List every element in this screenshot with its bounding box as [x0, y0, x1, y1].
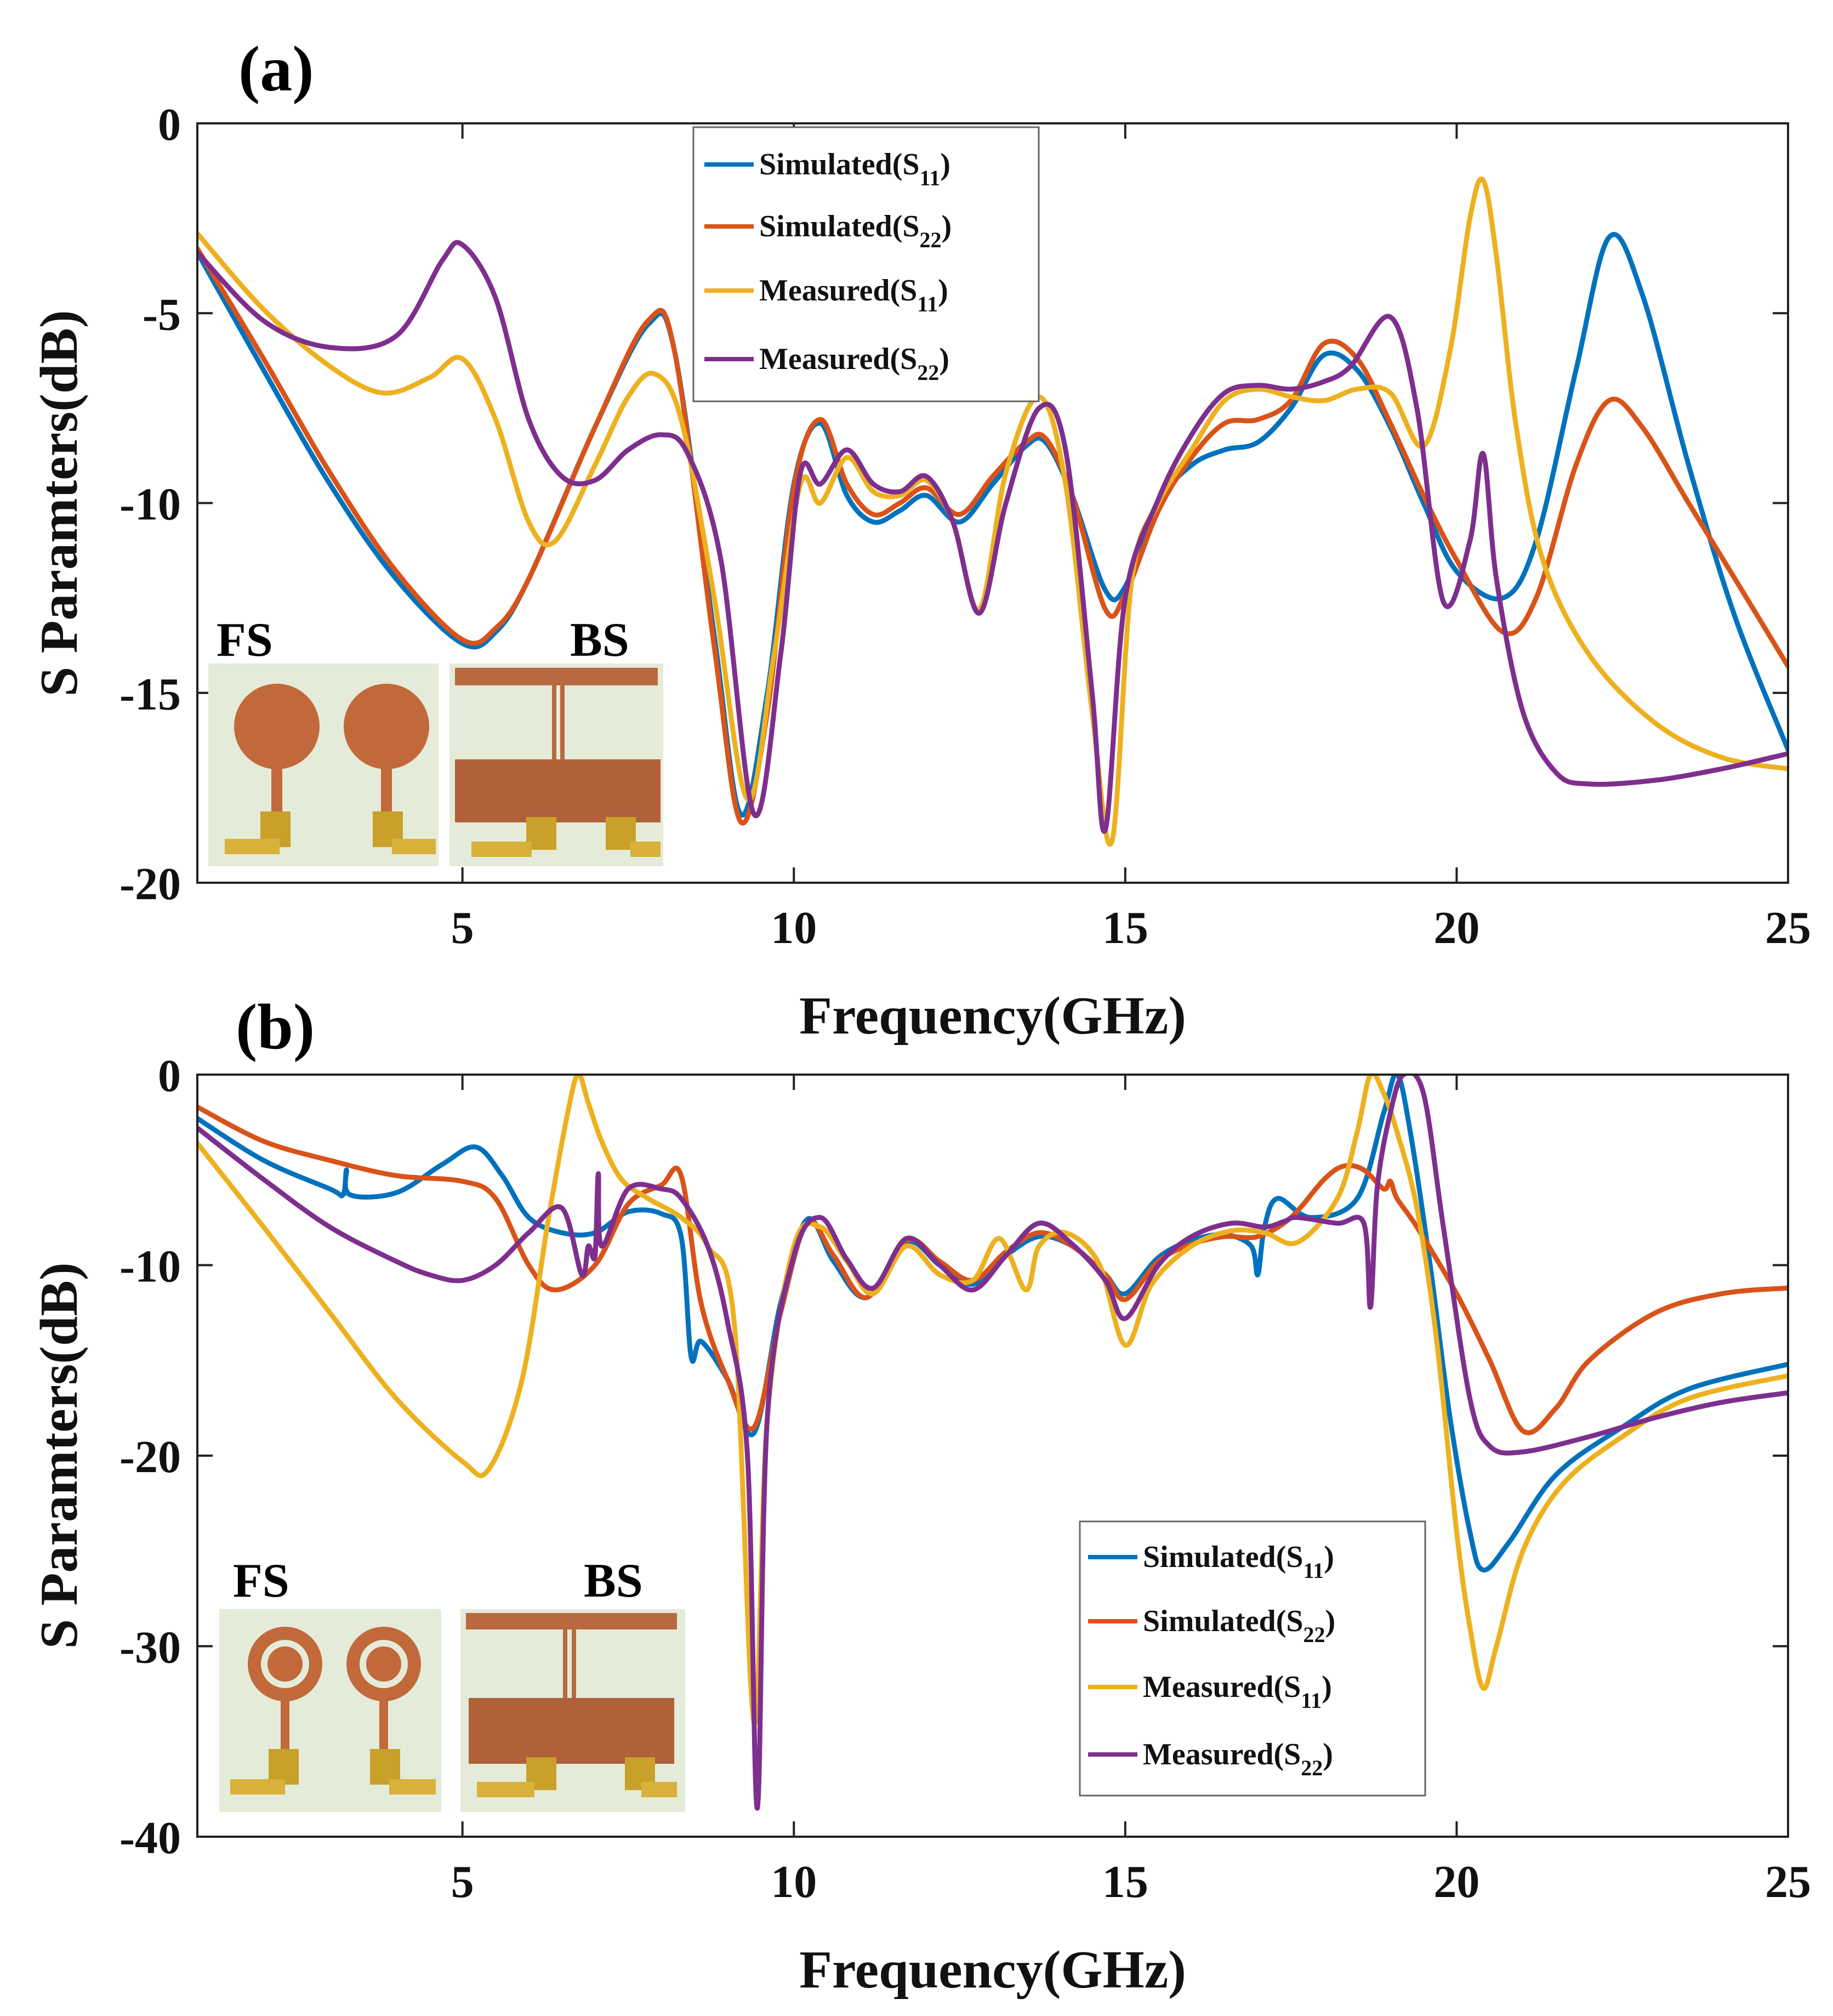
x-tick-label: 10: [771, 1856, 817, 1907]
y-tick-label: 0: [158, 99, 181, 150]
panel-b-inset-back-side-photo: BS: [460, 1554, 685, 1812]
legend-label-sub: 11: [1303, 1558, 1324, 1583]
panel-b-ylabel: S Paramters(dB): [30, 1263, 89, 1649]
legend-label: Simulated: [1143, 1604, 1276, 1638]
y-tick-label: -40: [119, 1813, 181, 1864]
legend-entry: Simulated(S22): [1088, 1604, 1335, 1647]
x-tick-label: 20: [1433, 902, 1479, 953]
legend-entry: Measured(S11): [1088, 1670, 1332, 1713]
legend-entry: Measured(S22): [704, 342, 949, 385]
legend-label: Measured: [1143, 1670, 1274, 1704]
legend-label: Simulated: [1143, 1540, 1276, 1574]
panel-a-xlabel: Frequency(GHz): [799, 986, 1186, 1046]
legend-label-sub: 11: [920, 166, 941, 190]
y-tick-label: -30: [119, 1622, 181, 1673]
x-tick-label: 5: [451, 1856, 474, 1907]
legend-label: Simulated: [759, 209, 892, 243]
x-tick-label: 25: [1765, 1856, 1811, 1907]
panel-a-inset-label-bs: BS: [570, 614, 629, 667]
legend-box: [1079, 1520, 1426, 1797]
legend-label-sub: 22: [1303, 1622, 1325, 1647]
svg-text:Simulated(S11): Simulated(S11): [1143, 1540, 1334, 1583]
svg-text:Measured(S11): Measured(S11): [1143, 1670, 1332, 1713]
x-tick-label: 10: [771, 902, 817, 953]
legend-label: Measured: [759, 274, 890, 308]
panel-a-inset-label-fs: FS: [217, 614, 273, 667]
svg-text:Measured(S22): Measured(S22): [759, 342, 949, 385]
panel-a-title: (a): [238, 33, 314, 105]
legend-label-sub: 22: [917, 360, 939, 385]
panel-b-legend: Simulated(S11) Simulated(S22) Measured(S…: [1079, 1520, 1426, 1797]
panel-b-xlabel: Frequency(GHz): [799, 1940, 1186, 2000]
svg-text:Simulated(S22): Simulated(S22): [1143, 1604, 1335, 1647]
series-line-measured-s11: [197, 177, 1788, 847]
legend-box: [692, 126, 1040, 402]
legend-label-sub: 11: [1301, 1688, 1322, 1713]
series-line-simulated-s22: [197, 246, 1788, 826]
panel-b-inset-front-side-photo: FS: [219, 1554, 441, 1812]
panel-a-ylabel: S Paramters(dB): [30, 310, 89, 697]
x-tick-label: 15: [1102, 1856, 1148, 1907]
y-tick-label: 0: [158, 1050, 181, 1101]
x-tick-label: 25: [1765, 902, 1811, 953]
legend-label-sub: 22: [920, 228, 942, 252]
panel-a: (a) 5 10 15 20 25 0 -5 -10 -15 -20 Frequency(GHz)…: [30, 33, 1811, 1046]
panel-b-title: (b): [236, 991, 315, 1063]
legend-entry: Simulated(S22): [704, 209, 952, 252]
panel-b-inset-label-bs: BS: [584, 1554, 643, 1608]
svg-text:Measured(S11): Measured(S11): [759, 274, 948, 316]
legend-entry: Measured(S11): [704, 274, 948, 316]
panel-a-inset-front-side-photo: FS: [208, 614, 439, 866]
y-tick-label: -5: [143, 289, 181, 340]
y-tick-label: -20: [119, 859, 181, 910]
x-tick-label: 20: [1433, 1856, 1479, 1907]
series-line-simulated-s11: [197, 1075, 1788, 1573]
legend-entry: Simulated(S11): [704, 147, 950, 190]
y-tick-label: -10: [119, 1241, 181, 1292]
series-line-measured-s22: [197, 240, 1788, 834]
legend-label-sub: 22: [1301, 1756, 1323, 1780]
panel-a-inset-back-side-photo: BS: [449, 614, 663, 866]
svg-text:Simulated(S11): Simulated(S11): [759, 147, 950, 190]
x-tick-label: 15: [1102, 902, 1148, 953]
y-tick-label: -15: [119, 669, 181, 720]
y-tick-label: -20: [119, 1432, 181, 1483]
svg-text:Measured(S22): Measured(S22): [1143, 1737, 1333, 1780]
legend-label: Simulated: [759, 147, 892, 181]
legend-label: Measured: [1143, 1737, 1274, 1771]
panel-a-legend: Simulated(S11) Simulated(S22) Measured(S…: [692, 126, 1040, 402]
panel-b: (b) 5 10 15 20 25 0 -10 -20 -30 -40 Frequency(GHz…: [30, 991, 1811, 2000]
series-line-simulated-s22: [197, 1104, 1788, 1435]
panel-b-inset-label-fs: FS: [233, 1554, 289, 1608]
x-tick-label: 5: [451, 902, 474, 953]
legend-label-sub: 11: [917, 292, 938, 316]
legend-entry: Simulated(S11): [1088, 1540, 1334, 1583]
svg-text:Simulated(S22): Simulated(S22): [759, 209, 952, 252]
y-tick-label: -10: [119, 479, 181, 530]
legend-entry: Measured(S22): [1088, 1737, 1333, 1780]
legend-label: Measured: [759, 342, 890, 376]
